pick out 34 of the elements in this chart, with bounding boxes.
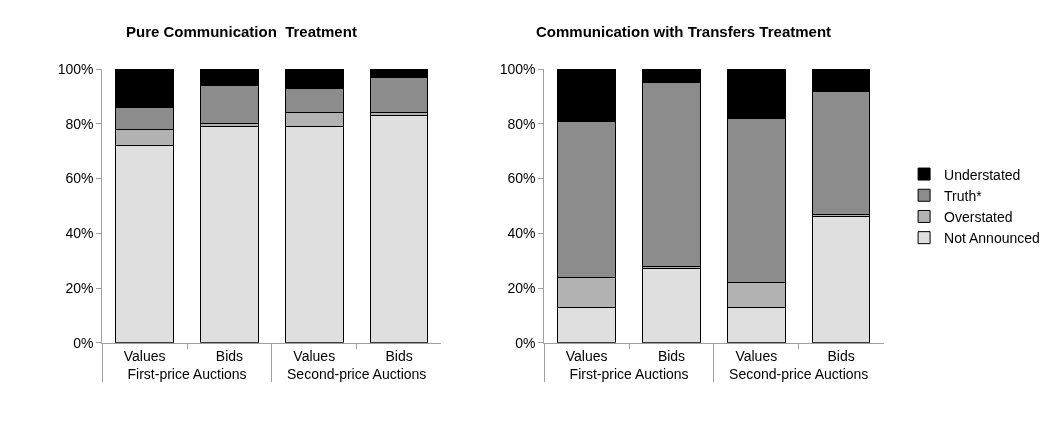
legend-label: Overstated bbox=[944, 208, 1013, 225]
text: First-price Auctions bbox=[127, 365, 247, 382]
x-tick-label: Values bbox=[293, 347, 336, 364]
y-tick-label: 40% bbox=[507, 225, 536, 242]
y-tick-label: 20% bbox=[65, 279, 94, 296]
x-tick-label: Bids bbox=[657, 347, 686, 364]
bar bbox=[200, 126, 259, 343]
text: First-price Auctions bbox=[569, 365, 689, 382]
text: Second-price Auctions bbox=[287, 365, 427, 382]
chart-title: Pure Communication Treatment bbox=[126, 23, 357, 40]
bar bbox=[642, 268, 701, 343]
x-tick-label: Bids bbox=[827, 347, 855, 364]
y-tick-label: 0% bbox=[515, 334, 536, 351]
chart-title: Communication with Transfers Treatment bbox=[536, 23, 832, 40]
x-tick-label: Bids bbox=[215, 347, 244, 364]
y-tick-label: 80% bbox=[507, 115, 536, 132]
x-tick-label: Values bbox=[735, 347, 778, 364]
y-tick-label: 20% bbox=[507, 279, 536, 296]
legend-label: Truth* bbox=[944, 187, 983, 204]
x-tick-label: Values bbox=[123, 347, 166, 364]
legend-label: Understated bbox=[944, 166, 1021, 183]
bar bbox=[369, 115, 429, 343]
y-tick-label: 80% bbox=[65, 115, 94, 132]
text: Second-price Auctions bbox=[729, 365, 869, 382]
y-tick-label: 100% bbox=[499, 61, 536, 77]
legend-label: Not Announced bbox=[944, 230, 1040, 247]
y-tick-label: 60% bbox=[65, 170, 94, 187]
y-tick-label: 100% bbox=[57, 61, 94, 77]
x-tick-label: Bids bbox=[385, 347, 413, 364]
y-tick-label: 0% bbox=[73, 334, 94, 351]
y-tick-label: 40% bbox=[65, 225, 94, 242]
bar bbox=[811, 216, 871, 343]
x-tick-label: Values bbox=[565, 347, 608, 364]
y-tick-label: 60% bbox=[507, 170, 536, 187]
